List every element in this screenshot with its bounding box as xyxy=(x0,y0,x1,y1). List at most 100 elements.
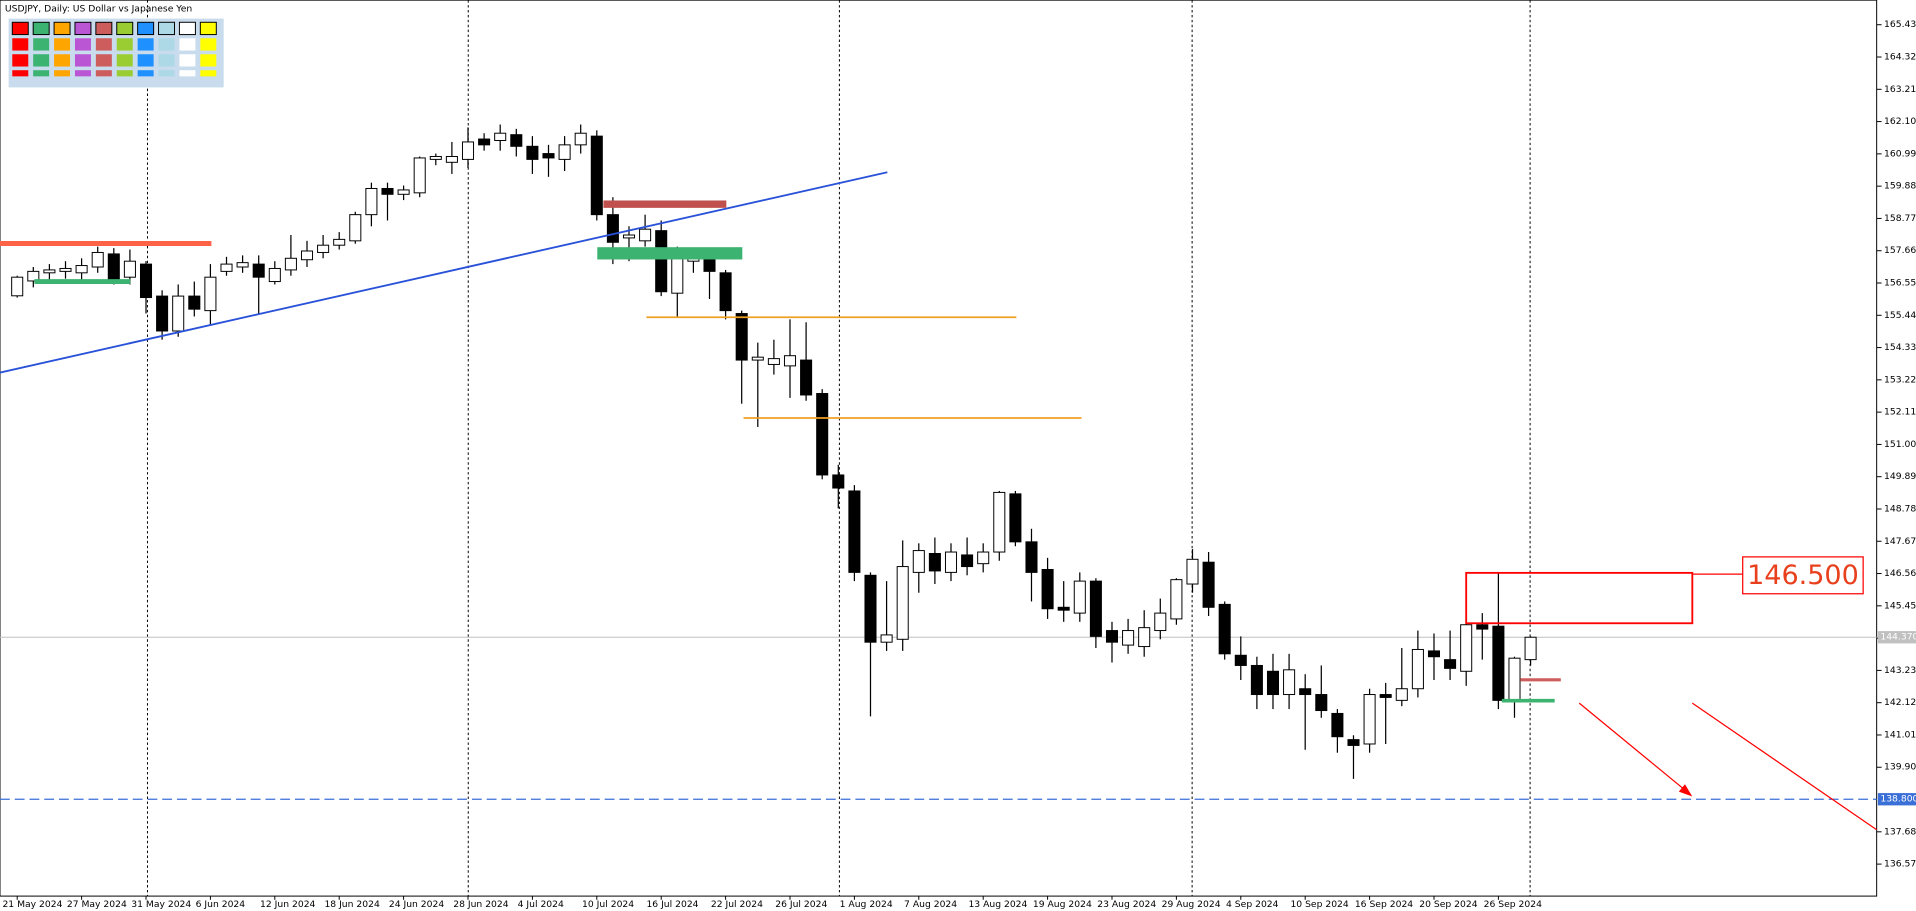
palette-swatch xyxy=(95,54,112,67)
palette-swatch xyxy=(200,54,217,67)
y-tick-label: 146.560 xyxy=(1884,568,1916,579)
y-tick-label: 163.210 xyxy=(1884,84,1916,95)
candle-body xyxy=(381,187,394,195)
candle-body xyxy=(1283,669,1296,696)
candle-body xyxy=(59,267,72,272)
candle-body xyxy=(896,566,909,640)
candle-body xyxy=(1089,580,1102,637)
candle-body xyxy=(1234,654,1247,666)
x-tick-label: 6 Jun 2024 xyxy=(196,899,246,910)
candle-body xyxy=(1508,657,1521,701)
target-box xyxy=(1465,571,1694,625)
candle-body xyxy=(735,313,748,361)
palette-swatch xyxy=(12,38,29,51)
current-price-label: 144.370 xyxy=(1880,632,1916,643)
candle-body xyxy=(429,155,442,160)
x-tick-label: 26 Sep 2024 xyxy=(1484,899,1542,910)
palette-swatch xyxy=(116,38,133,51)
candle-body xyxy=(848,490,861,573)
candle-body xyxy=(719,272,732,312)
x-tick-label: 24 Jun 2024 xyxy=(389,899,445,910)
y-tick-label: 136.570 xyxy=(1884,859,1916,870)
y-tick-label: 149.890 xyxy=(1884,471,1916,482)
palette-swatch xyxy=(179,70,196,77)
y-tick-label: 165.430 xyxy=(1884,19,1916,30)
y-tick-label: 160.990 xyxy=(1884,148,1916,159)
y-tick-label: 152.110 xyxy=(1884,407,1916,418)
candle-body xyxy=(1524,636,1537,661)
y-tick-label: 137.680 xyxy=(1884,826,1916,837)
arrow xyxy=(1578,702,1691,795)
candle-body xyxy=(655,230,668,293)
candle-body xyxy=(1105,630,1119,643)
palette-swatch xyxy=(33,54,50,67)
candle-body xyxy=(1025,541,1038,573)
candle-body xyxy=(461,141,475,160)
candle-body xyxy=(220,263,233,272)
palette-swatch xyxy=(116,21,134,36)
arrow-head xyxy=(1678,784,1693,797)
candle-body xyxy=(1218,603,1231,655)
palette-swatch xyxy=(116,70,133,77)
candle-body xyxy=(188,295,201,310)
resistance-zone xyxy=(603,200,727,208)
palette-swatch xyxy=(137,21,155,36)
y-tick-label: 145.450 xyxy=(1884,600,1916,611)
candle-body xyxy=(1170,579,1183,620)
x-tick-label: 16 Sep 2024 xyxy=(1355,899,1413,910)
level-label-bg xyxy=(1877,793,1916,806)
candle-body xyxy=(1057,606,1070,611)
x-tick-label: 12 Jun 2024 xyxy=(260,899,316,910)
candle-body xyxy=(123,260,136,278)
y-tick-label: 156.550 xyxy=(1884,278,1916,289)
candle-body xyxy=(300,250,314,261)
candle-body xyxy=(317,244,330,253)
candle-body xyxy=(494,132,507,141)
candle-body xyxy=(397,189,410,195)
candle-body xyxy=(91,251,104,268)
candle-body xyxy=(1299,688,1312,696)
x-tick-label: 27 May 2024 xyxy=(67,899,127,910)
y-tick-label: 164.320 xyxy=(1884,52,1916,63)
x-tick-label: 19 Aug 2024 xyxy=(1033,899,1092,910)
palette-swatch xyxy=(158,70,175,77)
candle-body xyxy=(783,355,797,367)
y-tick-label: 139.900 xyxy=(1884,762,1916,773)
y-tick-label: 148.780 xyxy=(1884,503,1916,514)
palette-swatch xyxy=(12,70,29,77)
palette-swatch xyxy=(74,70,91,77)
candle-body xyxy=(977,551,990,565)
candle-body xyxy=(236,262,249,268)
palette-swatch xyxy=(74,54,91,67)
annotation: 146.500 xyxy=(1747,560,1859,591)
x-tick-label: 23 Aug 2024 xyxy=(1097,899,1156,910)
y-tick-label: 142.120 xyxy=(1884,697,1916,708)
palette-swatch xyxy=(199,21,217,36)
palette-swatch xyxy=(158,54,175,67)
candle-body xyxy=(1154,612,1167,632)
candle-body xyxy=(1202,561,1215,608)
y-tick-label: 151.000 xyxy=(1884,439,1916,450)
y-tick-label: 154.330 xyxy=(1884,342,1916,353)
candle-body xyxy=(1041,568,1054,610)
candle-body xyxy=(204,276,217,312)
palette-swatch xyxy=(179,38,196,51)
palette-swatch xyxy=(137,54,154,67)
candle-body xyxy=(445,155,458,163)
palette-swatch xyxy=(137,38,154,51)
y-tick-label: 158.770 xyxy=(1884,213,1916,224)
candle-body xyxy=(944,551,958,573)
palette-swatch xyxy=(74,38,91,51)
candle-body xyxy=(172,295,185,332)
y-tick-label: 143.230 xyxy=(1884,665,1916,676)
candle-body xyxy=(639,228,652,242)
candle-body xyxy=(1411,648,1424,690)
palette-swatch xyxy=(33,38,50,51)
plot-area xyxy=(0,0,1878,897)
chart-title: USDJPY, Daily: US Dollar vs Japanese Yen xyxy=(5,3,192,14)
candle-body xyxy=(1347,739,1360,746)
candle-body xyxy=(139,263,153,299)
palette-swatch xyxy=(32,21,50,36)
